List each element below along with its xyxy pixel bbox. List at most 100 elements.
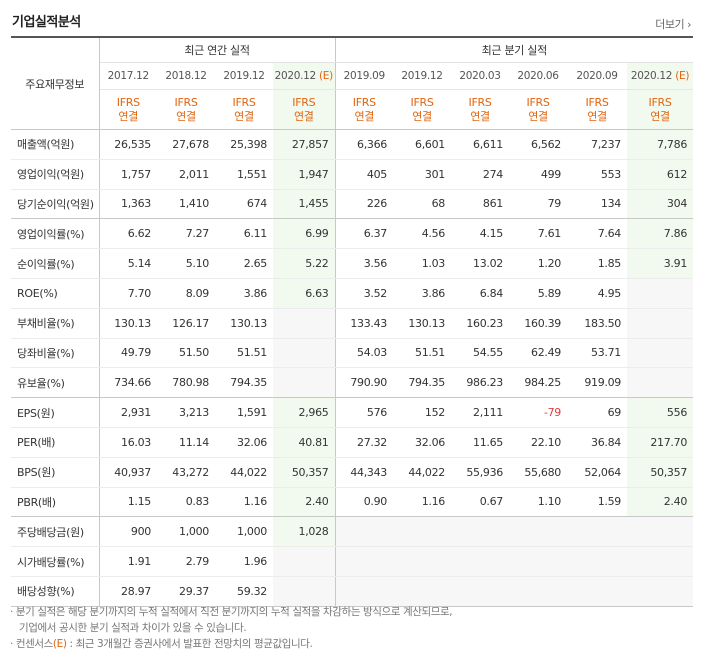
period-header: 2017.12: [99, 62, 157, 90]
value-cell: 44,022: [393, 457, 452, 488]
value-cell: [335, 576, 394, 607]
value-cell: [393, 546, 452, 577]
ifrs-header: IFRS 연결: [157, 89, 215, 130]
footnotes: · 분기 실적은 해당 분기까지의 누적 실적에서 직전 분기까지의 누적 실적…: [10, 604, 453, 652]
table-row: ROE(%) 7.70 8.09 3.86 6.63 3.52 3.86 6.84 5.89 4.…: [11, 278, 694, 309]
value-cell: 13.02: [451, 248, 510, 279]
value-cell: -79: [509, 397, 568, 428]
value-cell: 6.62: [99, 218, 157, 250]
more-label[interactable]: 더보기: [655, 18, 685, 31]
row-label: PER(배): [11, 427, 100, 458]
row-label: PBR(배): [11, 487, 100, 518]
value-cell: 51.51: [393, 338, 452, 369]
value-cell: 6,562: [509, 129, 568, 160]
value-cell: 2,931: [99, 397, 157, 428]
value-cell: 0.67: [451, 487, 510, 518]
value-cell: 3.91: [627, 248, 694, 279]
value-cell: 1.59: [567, 487, 628, 518]
period-header: 2020.12 (E): [273, 62, 336, 90]
value-cell: 734.66: [99, 367, 157, 399]
value-cell: [273, 546, 336, 577]
section-title: 기업실적분석: [12, 15, 81, 30]
value-cell: 44,343: [335, 457, 394, 488]
value-cell: 2.65: [215, 248, 273, 279]
table-row: 영업이익(억원) 1,757 2,011 1,551 1,947 405 301 274 499…: [11, 159, 694, 190]
value-cell: 6.37: [335, 218, 394, 250]
value-cell: [273, 576, 336, 607]
value-cell: 1.20: [509, 248, 568, 279]
value-cell: 2.40: [273, 487, 336, 518]
value-cell: 576: [335, 397, 394, 428]
value-cell: 2,011: [157, 159, 215, 190]
value-cell: 1,410: [157, 189, 215, 220]
value-cell: 301: [393, 159, 452, 190]
value-cell: [627, 338, 694, 369]
value-cell: [509, 576, 568, 607]
value-cell: 50,357: [627, 457, 694, 488]
value-cell: [451, 546, 510, 577]
value-cell: 780.98: [157, 367, 215, 399]
value-cell: 54.03: [335, 338, 394, 369]
value-cell: 5.22: [273, 248, 336, 279]
row-label: 순이익률(%): [11, 248, 100, 279]
value-cell: 1,591: [215, 397, 273, 428]
value-cell: 1,551: [215, 159, 273, 190]
value-cell: 1,363: [99, 189, 157, 220]
value-cell: 1,455: [273, 189, 336, 220]
value-cell: 986.23: [451, 367, 510, 399]
value-cell: 226: [335, 189, 394, 220]
value-cell: 160.23: [451, 308, 510, 339]
value-cell: 3.86: [393, 278, 452, 309]
row-label: 유보율(%): [11, 367, 100, 399]
more-link[interactable]: 더보기 ›: [655, 16, 691, 32]
value-cell: [335, 546, 394, 577]
value-cell: 26,535: [99, 129, 157, 160]
value-cell: 5.14: [99, 248, 157, 279]
value-cell: 130.13: [393, 308, 452, 339]
value-cell: 1,000: [215, 516, 273, 548]
period-header: 2019.12: [393, 62, 452, 90]
value-cell: 79: [509, 189, 568, 220]
value-cell: 7.70: [99, 278, 157, 309]
row-label: BPS(원): [11, 457, 100, 488]
estimate-mark: (E): [318, 70, 333, 82]
value-cell: 22.10: [509, 427, 568, 458]
value-cell: 1,000: [157, 516, 215, 548]
value-cell: [335, 516, 394, 548]
value-cell: 49.79: [99, 338, 157, 369]
value-cell: [451, 516, 510, 548]
row-label: 당기순이익(억원): [11, 189, 100, 220]
ifrs-header: IFRS 연결: [215, 89, 273, 130]
value-cell: 2.79: [157, 546, 215, 577]
value-cell: 0.83: [157, 487, 215, 518]
ifrs-header: IFRS 연결: [509, 89, 568, 130]
table-row: 시가배당률(%) 1.91 2.79 1.96: [11, 546, 694, 577]
value-cell: 790.90: [335, 367, 394, 399]
row-label: 영업이익률(%): [11, 218, 100, 250]
corner-label: 주요재무정보: [11, 36, 100, 130]
value-cell: 152: [393, 397, 452, 428]
row-label: ROE(%): [11, 278, 100, 309]
value-cell: 0.90: [335, 487, 394, 518]
value-cell: 1.85: [567, 248, 628, 279]
estimate-mark: (E): [52, 638, 67, 650]
row-label: 매출액(억원): [11, 129, 100, 160]
period-header: 2020.09: [567, 62, 628, 90]
value-cell: 40.81: [273, 427, 336, 458]
ifrs-header: IFRS 연결: [335, 89, 394, 130]
value-cell: 43,272: [157, 457, 215, 488]
table-row: EPS(원) 2,931 3,213 1,591 2,965 576 152 2,111 -79…: [11, 397, 694, 428]
value-cell: 6.99: [273, 218, 336, 250]
row-label: 주당배당금(원): [11, 516, 100, 548]
value-cell: 6,366: [335, 129, 394, 160]
value-cell: 1.03: [393, 248, 452, 279]
value-cell: 274: [451, 159, 510, 190]
row-label: 시가배당률(%): [11, 546, 100, 577]
value-cell: [273, 367, 336, 399]
value-cell: [273, 308, 336, 339]
value-cell: 1,028: [273, 516, 336, 548]
footnote-1-cont: 기업에서 공시한 분기 실적과 차이가 있을 수 있습니다.: [19, 622, 247, 634]
value-cell: 1.15: [99, 487, 157, 518]
value-cell: 7,786: [627, 129, 694, 160]
